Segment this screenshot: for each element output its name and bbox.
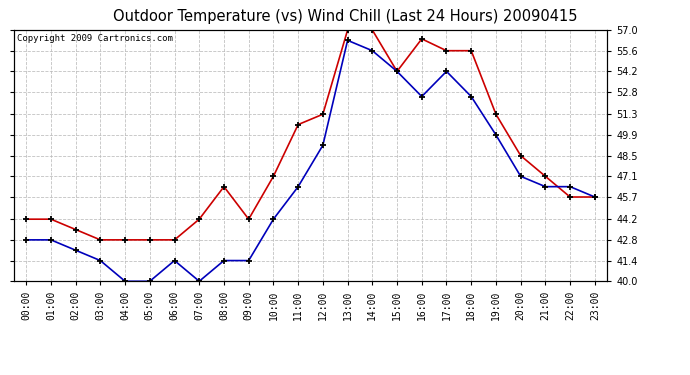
Text: Copyright 2009 Cartronics.com: Copyright 2009 Cartronics.com: [17, 34, 172, 43]
Text: Outdoor Temperature (vs) Wind Chill (Last 24 Hours) 20090415: Outdoor Temperature (vs) Wind Chill (Las…: [112, 9, 578, 24]
